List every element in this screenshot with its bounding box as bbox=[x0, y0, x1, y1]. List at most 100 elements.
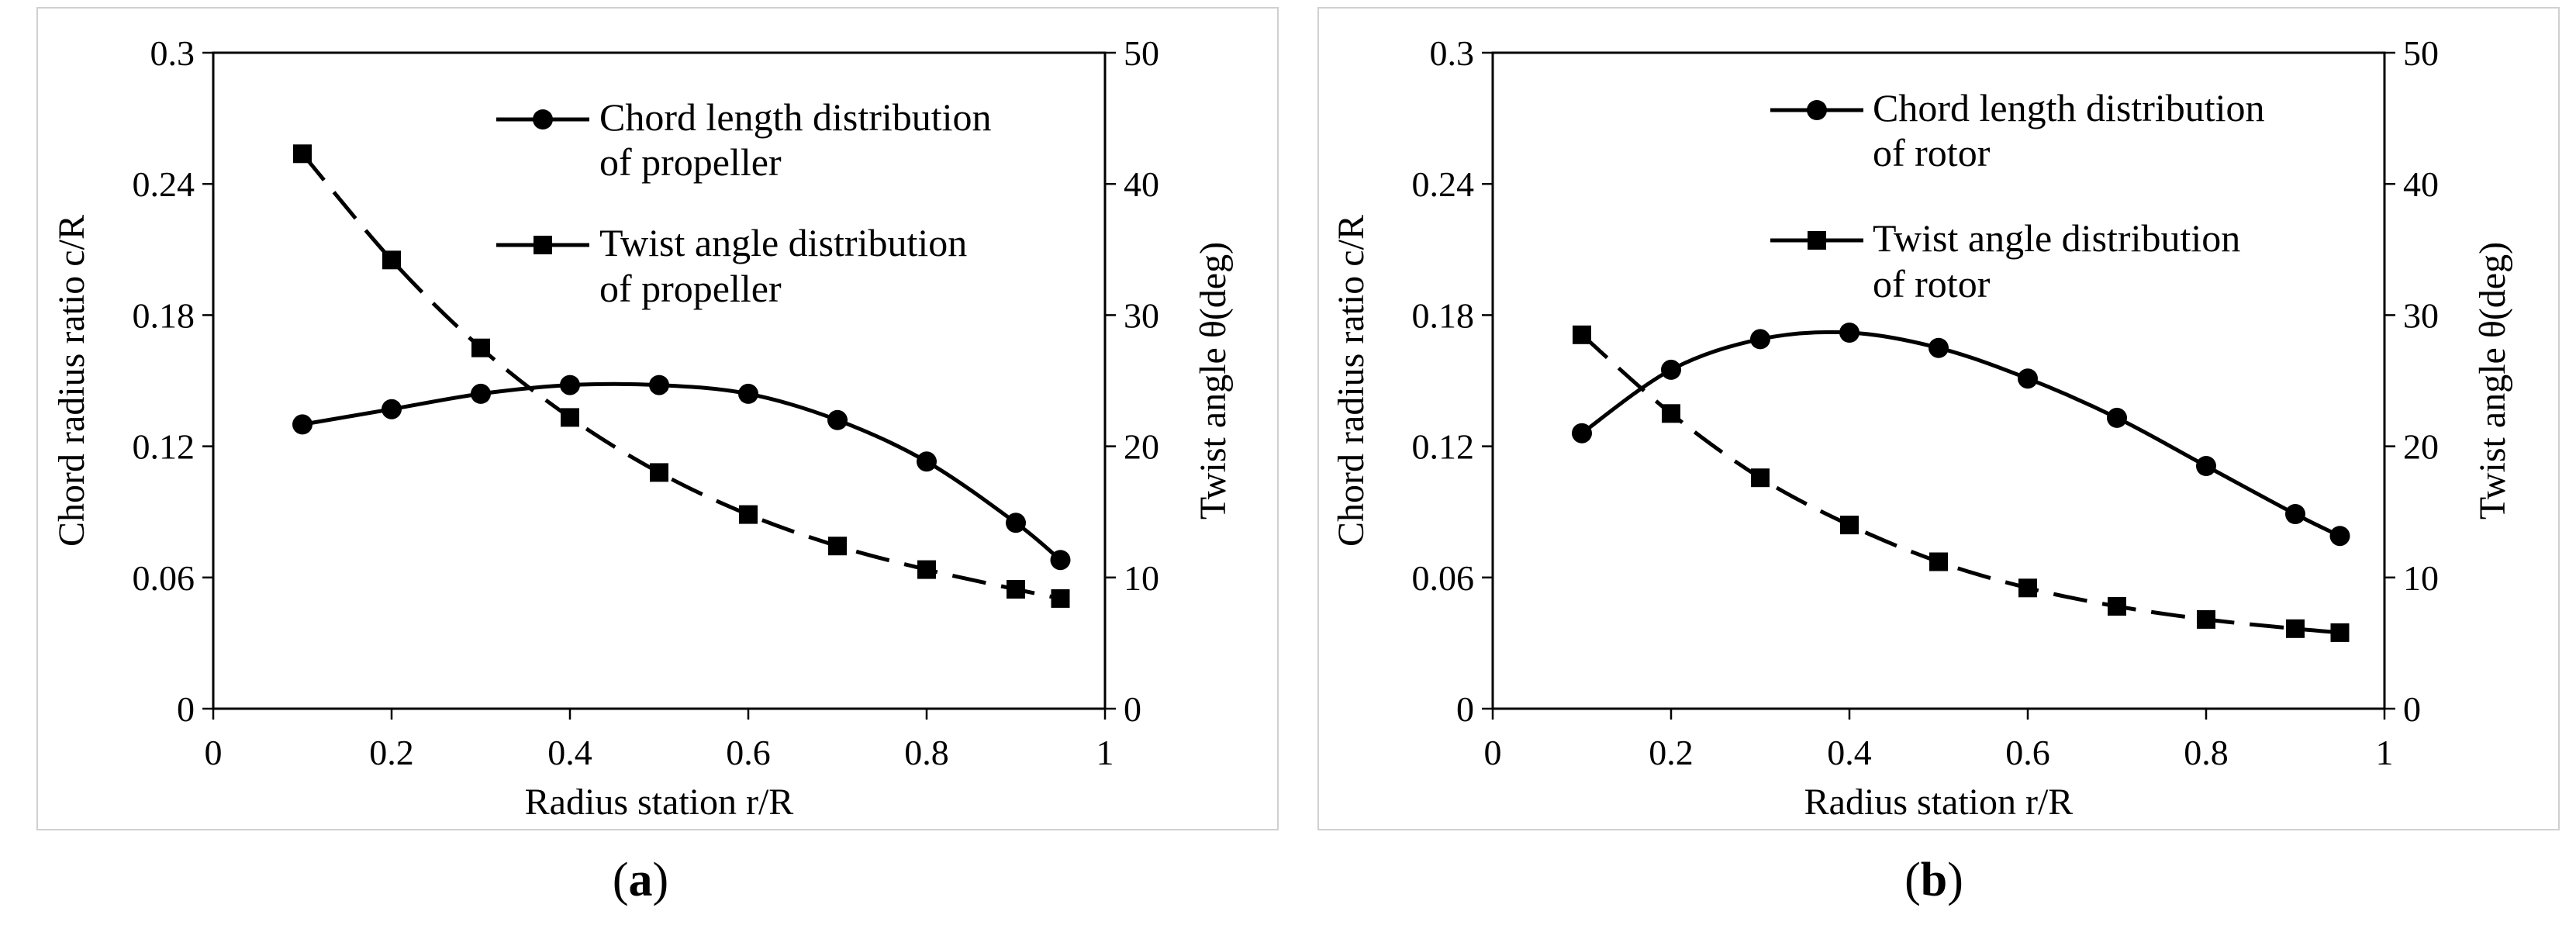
panel-b-x-tick-label: 0.4 bbox=[1827, 733, 1872, 772]
panel-b-series-chord bbox=[1572, 323, 2350, 547]
panel-b-twist-point bbox=[1751, 468, 1770, 488]
panel-a-chord-point bbox=[1006, 513, 1026, 533]
panel-a-twist-point bbox=[382, 250, 401, 270]
panel-b-chord-point bbox=[1572, 423, 1592, 444]
panel-a-y2-tick-label: 10 bbox=[1124, 558, 1159, 598]
panel-a-chord-point bbox=[1050, 550, 1071, 571]
panel-a-y-tick-label: 0.24 bbox=[133, 164, 195, 204]
panel-a-chord-point bbox=[738, 383, 758, 404]
panel-b-x-tick-label: 0.8 bbox=[2184, 733, 2229, 772]
panel-b-chord-point bbox=[2285, 504, 2305, 524]
panel-a-y-tick-label: 0.3 bbox=[150, 33, 195, 73]
panel-a-x-tick-label: 0.4 bbox=[547, 733, 592, 772]
panel-a-x-tick-label: 0 bbox=[205, 733, 223, 772]
panel-a-legend-chord-marker bbox=[533, 109, 553, 129]
panel-b-caption: (b) bbox=[1904, 854, 1963, 906]
panel-a-y-axis-title: Chord radius ratio c/R bbox=[51, 215, 92, 547]
panel-a-chord-point bbox=[827, 409, 848, 430]
panel-b-chord-point bbox=[2107, 407, 2127, 428]
panel-a-chord-line bbox=[302, 381, 1062, 562]
panel-a: 0 0.2 0.4 0.6 0.8 100.060.120.180.240.3010203… bbox=[36, 7, 1279, 906]
panel-a-plot-frame bbox=[212, 51, 1107, 710]
panel-a-y2-tick-label: 50 bbox=[1124, 33, 1159, 73]
panel-a-y2-tick-label: 0 bbox=[1124, 689, 1141, 729]
panel-b-legend-twist-label-line2: of rotor bbox=[1873, 262, 1991, 305]
panel-b: 0 0.2 0.4 0.6 0.8 100.060.120.180.240.3010203… bbox=[1317, 7, 2560, 906]
panel-a-legend-chord-label-line2: of propeller bbox=[599, 140, 782, 184]
panel-b-twist-point bbox=[1840, 516, 1859, 535]
panel-a-y-tick-label: 0.06 bbox=[133, 558, 195, 598]
panel-b-twist-point bbox=[2330, 623, 2350, 642]
panel-a-y2-axis-title: Twist angle θ(deg) bbox=[1193, 242, 1234, 520]
panel-b-twist-point bbox=[1662, 404, 1680, 423]
panel-b-chord-line bbox=[1580, 330, 2341, 538]
panel-a-y-tick-label: 0.18 bbox=[133, 295, 195, 335]
panel-a-series-chord bbox=[292, 375, 1071, 571]
panel-b-chord-point bbox=[1839, 323, 1859, 343]
panel-b-y2-tick-label: 50 bbox=[2403, 33, 2439, 73]
panel-a-twist-point bbox=[1051, 589, 1070, 608]
panel-a-y2-tick-label: 20 bbox=[1124, 427, 1159, 467]
panel-a-chord-point bbox=[382, 399, 402, 419]
panel-b-legend-twist-label-line1: Twist angle distribution bbox=[1873, 216, 2240, 260]
panel-a-x-tick-label: 0.2 bbox=[369, 733, 414, 772]
panel-b-y-axis-title: Chord radius ratio c/R bbox=[1331, 215, 1372, 547]
panel-b-x-axis-title: Radius station r/R bbox=[1804, 782, 2074, 823]
panel-b-legend: Chord length distribution of rotor Twist… bbox=[1770, 86, 2265, 305]
panel-a-x-axis-title: Radius station r/R bbox=[525, 782, 794, 823]
panel-a-twist-point bbox=[561, 408, 579, 427]
panel-a-twist-line bbox=[301, 152, 1062, 601]
panel-b-chord-point bbox=[2329, 526, 2350, 547]
panel-b-y-tick-label: 0.18 bbox=[1412, 295, 1475, 335]
panel-b-y2-tick-label: 30 bbox=[2403, 295, 2439, 335]
panel-a-chord-point bbox=[917, 451, 937, 472]
panel-b-x-tick-label: 1 bbox=[2376, 733, 2394, 772]
panel-a-x-tick-label: 0.8 bbox=[904, 733, 949, 772]
panel-b-chord-point bbox=[1661, 359, 1681, 380]
panel-a-series-twist bbox=[293, 144, 1070, 608]
panel-b-y-tick-label: 0.24 bbox=[1412, 164, 1475, 204]
panel-a-chord-point bbox=[649, 375, 669, 395]
panel-a-ticks: 0 0.2 0.4 0.6 0.8 100.060.120.180.240.3010203… bbox=[133, 33, 1160, 772]
panel-b-x-tick-label: 0.2 bbox=[1649, 733, 1694, 772]
panel-b-y-tick-label: 0.12 bbox=[1412, 427, 1475, 467]
panel-a-legend-twist-label-line1: Twist angle distribution bbox=[599, 221, 967, 264]
panel-b-y-tick-label: 0 bbox=[1456, 689, 1474, 729]
panel-b-ticks: 0 0.2 0.4 0.6 0.8 100.060.120.180.240.3010203… bbox=[1412, 33, 2440, 772]
panel-a-y2-tick-label: 40 bbox=[1124, 164, 1159, 204]
panel-b-y2-tick-label: 10 bbox=[2403, 558, 2439, 598]
panel-a-caption: (a) bbox=[613, 854, 668, 906]
panel-a-y-tick-label: 0 bbox=[177, 689, 195, 729]
panel-b-y2-tick-label: 40 bbox=[2403, 164, 2439, 204]
panel-a-background bbox=[36, 7, 1279, 830]
panel-b-chord-point bbox=[2196, 456, 2216, 476]
panel-b-y2-tick-label: 0 bbox=[2403, 689, 2421, 729]
panel-b-y2-axis-title: Twist angle θ(deg) bbox=[2472, 242, 2513, 520]
panel-b-twist-line bbox=[1580, 333, 2340, 635]
panel-b-chord-point bbox=[1929, 337, 1949, 358]
panel-a-twist-point bbox=[739, 505, 758, 524]
panel-a-twist-point bbox=[650, 463, 668, 482]
panel-b-twist-point bbox=[2197, 609, 2215, 629]
panel-b-series-twist bbox=[1573, 325, 2350, 642]
panel-b-twist-point bbox=[1929, 552, 1948, 571]
panel-a-x-tick-label: 1 bbox=[1096, 733, 1114, 772]
panel-a-y-tick-label: 0.12 bbox=[133, 427, 195, 467]
panel-b-legend-chord-label-line1: Chord length distribution bbox=[1873, 86, 2265, 129]
panel-b-x-tick-label: 0.6 bbox=[2005, 733, 2050, 772]
panel-b-twist-point bbox=[1573, 325, 1591, 344]
panel-a-chord-point bbox=[292, 414, 313, 435]
panel-a-legend-twist-marker bbox=[534, 236, 552, 254]
panel-b-y-tick-label: 0.06 bbox=[1412, 558, 1475, 598]
panel-b-plot-frame bbox=[1491, 51, 2386, 710]
panel-a-legend-twist-label-line2: of propeller bbox=[599, 267, 782, 310]
panel-b-background bbox=[1317, 7, 2560, 830]
panel-a-legend-chord-label-line1: Chord length distribution bbox=[599, 95, 992, 139]
panel-a-y2-tick-label: 30 bbox=[1124, 295, 1159, 335]
panel-b-legend-chord-marker bbox=[1807, 100, 1827, 120]
panel-b-chord-point bbox=[2018, 368, 2038, 389]
panel-a-twist-point bbox=[828, 537, 847, 556]
panel-b-chord-point bbox=[1750, 329, 1770, 350]
panel-b-y2-tick-label: 20 bbox=[2403, 427, 2439, 467]
